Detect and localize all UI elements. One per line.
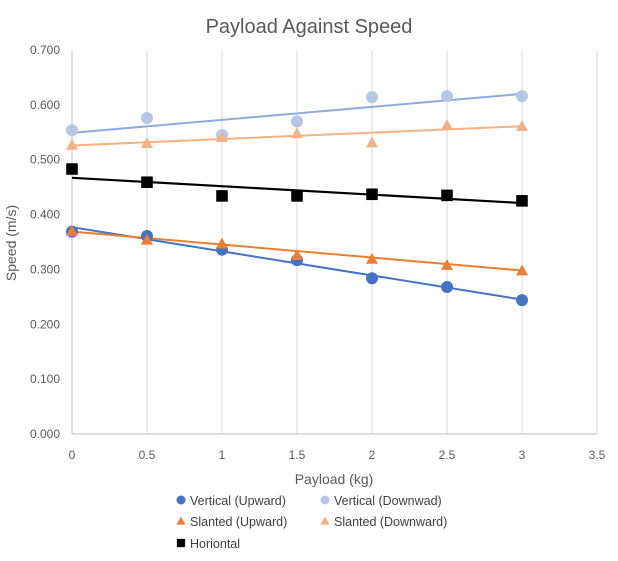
x-tick-label: 0.5: [139, 448, 156, 462]
y-axis-title: Speed (m/s): [3, 205, 19, 281]
point-4-6: [516, 195, 528, 207]
point-1-4: [366, 91, 378, 104]
legend-label-1: Vertical (Downwad): [334, 494, 442, 508]
point-2-4: [366, 253, 378, 264]
point-1-1: [141, 112, 153, 125]
point-2-5: [441, 259, 453, 270]
y-tick-label: 0.500: [30, 153, 60, 167]
y-tick-label: 0.000: [30, 427, 60, 441]
point-3-3: [291, 127, 303, 139]
legend-marker-4: [176, 538, 186, 548]
point-0-4: [366, 272, 378, 285]
legend: Vertical (Upward) Vertical (Downwad) Slant…: [176, 494, 447, 551]
legend-label-4: Horiontal: [190, 537, 240, 551]
point-0-6: [516, 294, 528, 307]
legend-marker-3: [320, 516, 330, 525]
chart-title: Payload Against Speed: [206, 16, 413, 38]
point-3-1: [141, 137, 153, 149]
y-tick-label: 0.600: [30, 98, 60, 112]
y-tick-label: 0.100: [30, 372, 60, 386]
axes: 0 0.5 1 1.5 2 2.5 3 3.5 0.000 0.100 0.200 0.300 0.40…: [30, 43, 606, 462]
x-tick-label: 1.5: [289, 448, 306, 462]
x-tick-label: 3.5: [589, 448, 606, 462]
point-2-6: [516, 264, 528, 276]
x-tick-label: 2.5: [439, 448, 456, 462]
data-points: [66, 90, 528, 307]
y-tick-label: 0.700: [30, 43, 60, 57]
x-tick-label: 0: [69, 448, 76, 462]
point-0-5: [441, 280, 453, 293]
legend-label-3: Slanted (Downward): [334, 515, 447, 529]
point-3-5: [441, 119, 453, 130]
point-3-6: [516, 120, 528, 132]
point-4-3: [291, 190, 303, 202]
point-1-3: [291, 115, 303, 128]
x-axis-title: Payload (kg): [295, 471, 374, 487]
y-tick-label: 0.400: [30, 208, 60, 222]
x-tick-label: 3: [519, 448, 526, 462]
legend-label-2: Slanted (Upward): [190, 515, 287, 529]
x-tick-label: 2: [369, 448, 376, 462]
point-4-5: [441, 189, 453, 202]
y-tick-label: 0.200: [30, 317, 60, 331]
legend-marker-0: [176, 495, 186, 505]
point-4-2: [216, 190, 228, 202]
point-2-1: [141, 233, 153, 245]
y-tick-label: 0.300: [30, 262, 60, 276]
legend-label-0: Vertical (Upward): [190, 494, 286, 508]
point-2-2: [216, 237, 228, 249]
point-4-0: [66, 163, 78, 175]
point-2-3: [291, 249, 303, 260]
legend-marker-1: [320, 495, 330, 505]
point-1-6: [516, 90, 528, 103]
point-3-0: [66, 138, 78, 150]
legend-marker-2: [176, 516, 186, 525]
point-4-4: [366, 188, 378, 201]
point-1-0: [66, 124, 78, 137]
point-3-4: [366, 136, 378, 148]
point-1-5: [441, 90, 453, 103]
point-4-1: [141, 176, 153, 188]
point-2-0: [66, 225, 78, 236]
x-tick-label: 1: [219, 448, 226, 462]
point-3-2: [216, 131, 228, 143]
